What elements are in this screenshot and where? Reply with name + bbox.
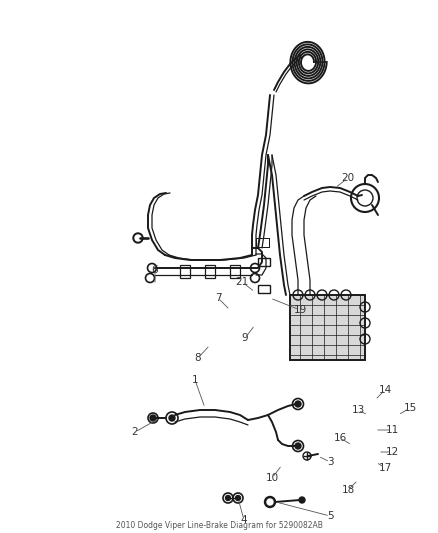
Circle shape [299,497,305,503]
Text: 20: 20 [342,173,355,183]
Circle shape [133,233,143,243]
Bar [205,265,215,278]
Circle shape [265,497,276,507]
Bar [230,265,240,278]
Bar [257,239,269,247]
Text: 16: 16 [333,433,346,443]
Text: 18: 18 [341,485,355,495]
Circle shape [169,415,175,421]
Text: 13: 13 [351,405,364,415]
Bar [258,285,270,293]
Circle shape [267,499,273,505]
Text: 17: 17 [378,463,392,473]
Bar [290,295,365,360]
Text: 9: 9 [242,333,248,343]
Circle shape [295,443,301,449]
Text: 14: 14 [378,385,392,395]
Circle shape [295,401,301,407]
Text: 12: 12 [385,447,399,457]
Text: 2: 2 [132,427,138,437]
Circle shape [236,496,240,500]
Text: 10: 10 [265,473,279,483]
Bar [180,265,190,278]
Text: 15: 15 [403,403,417,413]
Text: 1: 1 [192,375,198,385]
Bar [258,258,270,266]
Text: 3: 3 [327,457,333,467]
Circle shape [226,496,230,500]
Bar [256,238,270,248]
Text: 4: 4 [241,515,247,525]
Text: 11: 11 [385,425,399,435]
Text: 6: 6 [152,265,158,275]
Text: 2010 Dodge Viper Line-Brake Diagram for 5290082AB: 2010 Dodge Viper Line-Brake Diagram for … [116,521,322,529]
Circle shape [150,415,156,421]
Text: 19: 19 [293,305,307,315]
Text: 5: 5 [327,511,333,521]
Text: 8: 8 [194,353,201,363]
Circle shape [135,235,141,241]
Text: 7: 7 [215,293,221,303]
Text: 21: 21 [235,277,249,287]
